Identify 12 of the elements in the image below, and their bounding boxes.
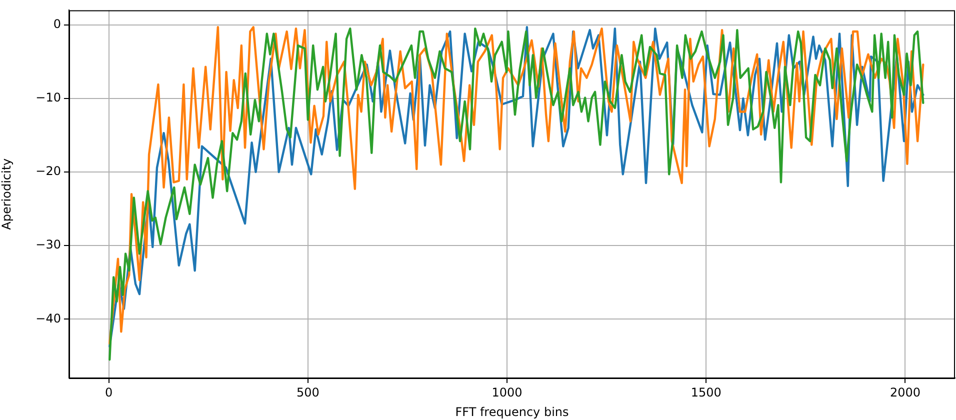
y-tick-label: −20 xyxy=(36,164,61,178)
y-axis-title: Aperiodicity xyxy=(0,158,14,230)
x-tick-label: 500 xyxy=(296,385,320,400)
y-tick-label: 0 xyxy=(53,17,61,32)
y-tick-label: −10 xyxy=(36,90,61,105)
x-tick-label: 1000 xyxy=(492,385,522,400)
x-tick-label: 0 xyxy=(105,385,113,400)
y-tick-label: −30 xyxy=(36,238,61,252)
x-tick-label: 1500 xyxy=(690,385,722,400)
x-tick-label: 2000 xyxy=(890,385,920,400)
y-tick-label: −40 xyxy=(36,311,61,326)
x-axis-title: FFT frequency bins xyxy=(455,404,569,419)
